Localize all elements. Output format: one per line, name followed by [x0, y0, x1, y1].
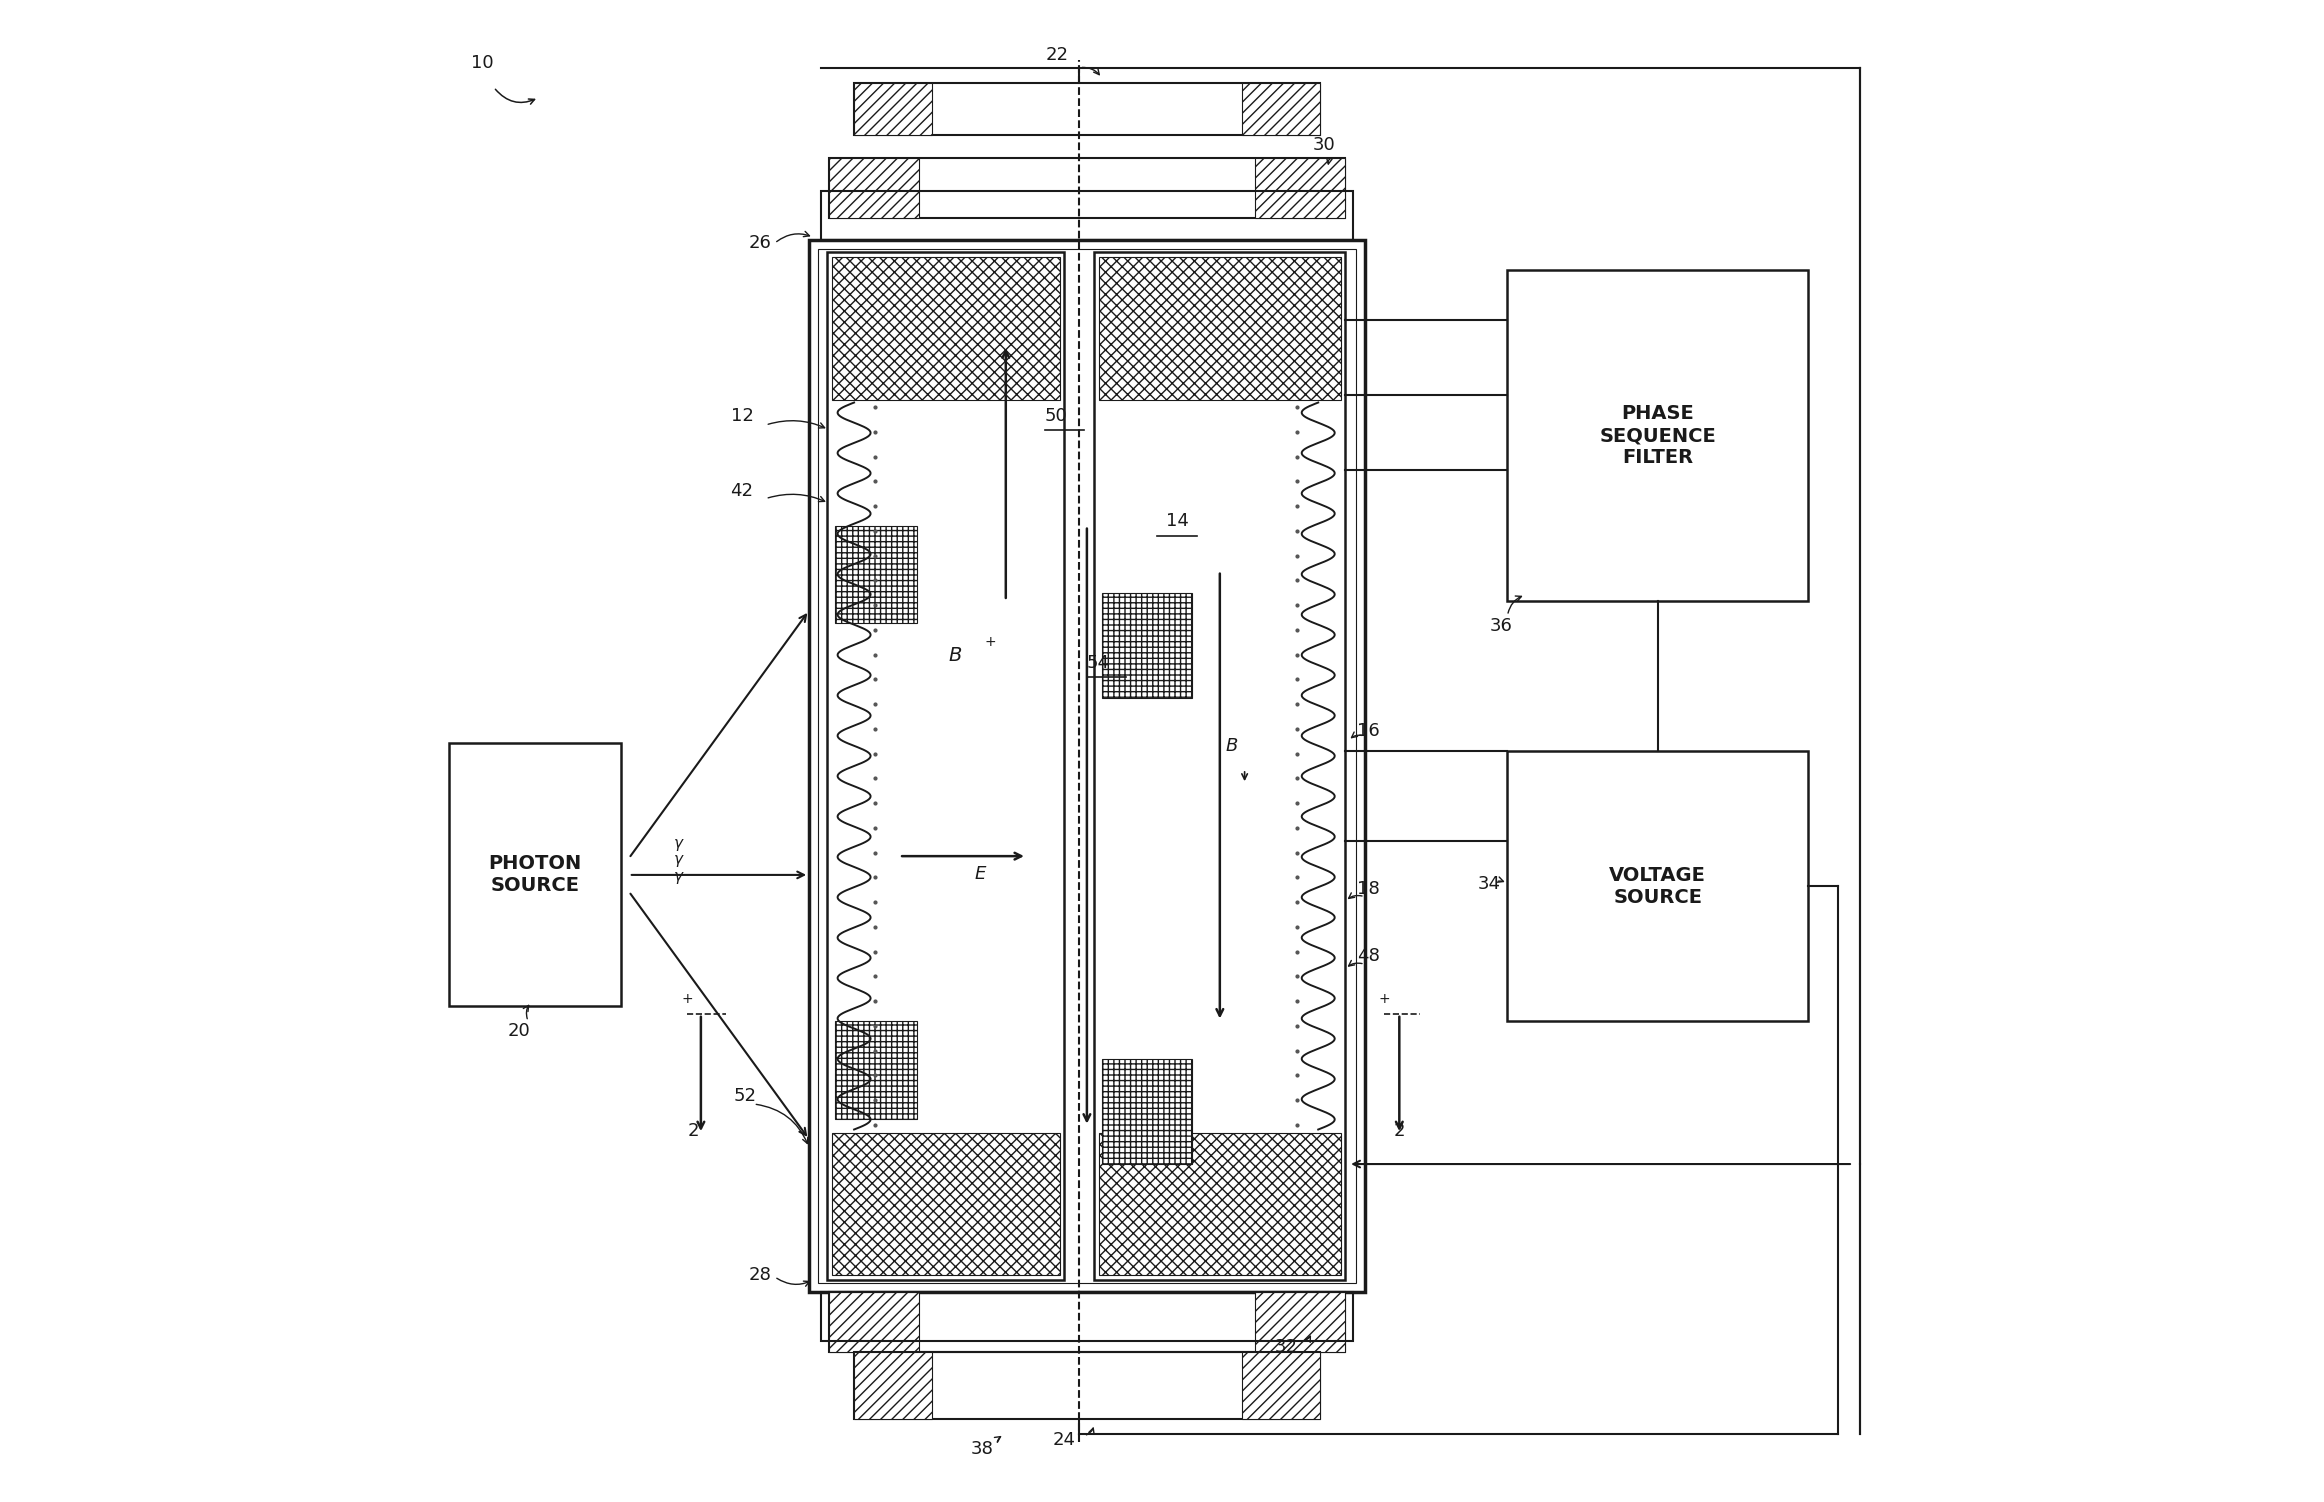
Bar: [1241, 83, 1320, 135]
Bar: [855, 83, 1320, 135]
Text: 18: 18: [1357, 880, 1380, 898]
Text: 50: 50: [1046, 407, 1067, 425]
Bar: [1099, 1133, 1341, 1275]
Text: γ: γ: [674, 853, 683, 867]
Bar: [1508, 270, 1808, 601]
Bar: [1102, 1059, 1192, 1164]
Bar: [1241, 1352, 1320, 1419]
Text: 28: 28: [748, 1266, 772, 1284]
Text: 54: 54: [1088, 655, 1111, 673]
Text: 22: 22: [1046, 47, 1069, 65]
Text: 2: 2: [1394, 1122, 1406, 1140]
Text: +: +: [985, 635, 997, 649]
Text: B: B: [948, 646, 962, 665]
Bar: [830, 158, 1346, 218]
Text: PHOTON
SOURCE: PHOTON SOURCE: [488, 855, 581, 895]
Bar: [830, 1292, 1346, 1352]
Bar: [820, 1292, 1353, 1341]
Text: 2: 2: [688, 1122, 700, 1140]
Bar: [855, 1352, 932, 1419]
Bar: [834, 526, 918, 623]
Text: 52: 52: [734, 1087, 758, 1105]
Text: PHASE
SEQUENCE
FILTER: PHASE SEQUENCE FILTER: [1599, 404, 1715, 467]
Text: E: E: [974, 865, 985, 883]
Text: 26: 26: [748, 234, 772, 252]
Text: γ: γ: [674, 837, 683, 850]
Bar: [834, 1021, 918, 1119]
Bar: [832, 1133, 1060, 1275]
Text: 10: 10: [472, 54, 493, 72]
Bar: [818, 249, 1355, 1283]
Bar: [809, 240, 1364, 1292]
Text: 42: 42: [730, 482, 753, 500]
Bar: [827, 252, 1064, 1280]
Bar: [820, 191, 1353, 240]
Bar: [1255, 158, 1346, 218]
Text: 48: 48: [1357, 948, 1380, 966]
Text: +: +: [1378, 991, 1390, 1006]
Bar: [1095, 252, 1346, 1280]
Bar: [1099, 257, 1341, 400]
Bar: [1255, 1292, 1346, 1352]
Text: 14: 14: [1167, 512, 1188, 530]
Text: 30: 30: [1313, 137, 1334, 155]
Bar: [855, 83, 932, 135]
Text: VOLTAGE
SOURCE: VOLTAGE SOURCE: [1608, 865, 1706, 907]
Bar: [1508, 751, 1808, 1021]
Bar: [1102, 593, 1192, 698]
Text: 12: 12: [730, 407, 753, 425]
Text: 24: 24: [1053, 1431, 1076, 1449]
Bar: [855, 1352, 1320, 1419]
Text: 20: 20: [507, 1023, 530, 1041]
Text: γ: γ: [674, 870, 683, 883]
Text: +: +: [681, 991, 693, 1006]
Text: 34: 34: [1478, 876, 1501, 894]
Text: 36: 36: [1490, 617, 1513, 635]
Bar: [832, 257, 1060, 400]
Text: 16: 16: [1357, 722, 1380, 740]
Bar: [830, 158, 918, 218]
Bar: [830, 1292, 918, 1352]
Text: 32: 32: [1274, 1338, 1297, 1356]
Text: 38: 38: [971, 1440, 992, 1458]
Text: B: B: [1225, 737, 1236, 756]
Bar: [449, 743, 621, 1006]
